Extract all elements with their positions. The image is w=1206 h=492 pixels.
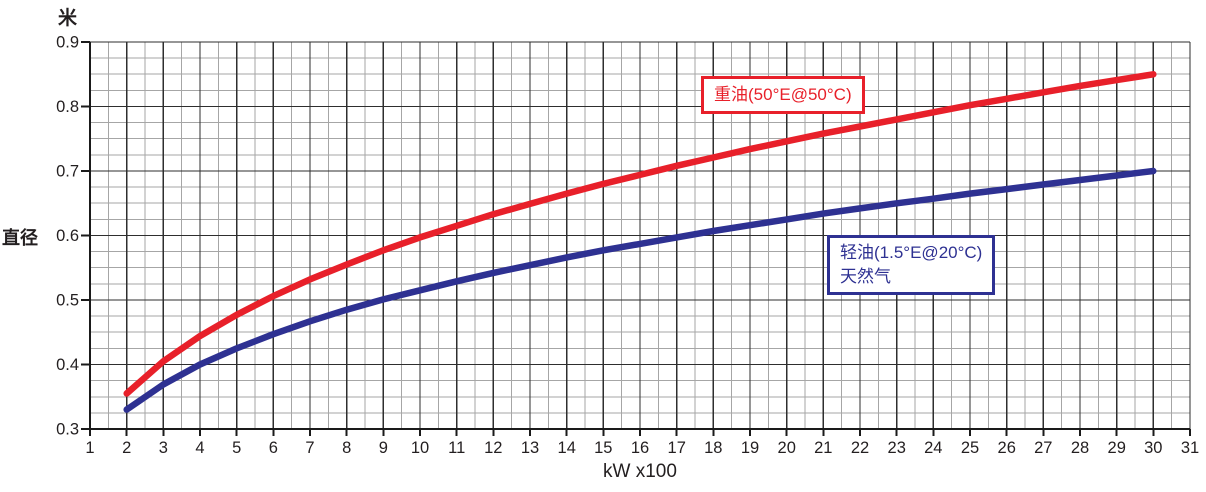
x-tick-label: 26 — [998, 439, 1016, 457]
x-tick-label: 30 — [1144, 439, 1162, 457]
axes-and-ticks — [81, 41, 1191, 436]
x-tick-label: 25 — [961, 439, 979, 457]
x-tick-label: 7 — [305, 439, 314, 457]
y-tick-label: 0.3 — [56, 421, 79, 439]
x-tick-label: 12 — [484, 439, 502, 457]
x-tick-label: 20 — [778, 439, 796, 457]
y-tick-label: 0.6 — [56, 227, 79, 245]
y-tick-labels: 0.3 0.4 0.5 0.6 0.7 0.8 0.9 — [56, 34, 79, 439]
light-oil-series-label-line2: 天然气 — [840, 267, 891, 286]
light-oil-series-label: 轻油(1.5°E@20°C) 天然气 — [827, 235, 996, 295]
x-tick-label: 3 — [159, 439, 168, 457]
x-tick-label: 10 — [411, 439, 429, 457]
x-tick-label: 13 — [521, 439, 539, 457]
heavy-oil-series-label: 重油(50°E@50°C) — [701, 76, 865, 114]
x-tick-label: 19 — [741, 439, 759, 457]
x-tick-label: 11 — [448, 439, 465, 457]
y-axis-title: 直径 — [2, 228, 38, 248]
x-tick-label: 28 — [1071, 439, 1089, 457]
x-tick-label: 8 — [342, 439, 351, 457]
x-tick-label: 15 — [594, 439, 612, 457]
heavy-oil-curve — [123, 71, 1157, 397]
x-tick-label: 2 — [122, 439, 131, 457]
x-tick-labels: 1 2 3 4 5 6 7 8 9 10 11 12 13 14 15 16 17 18 19 20 21 22 23 24 2… — [85, 439, 1199, 457]
x-tick-label: 21 — [814, 439, 832, 457]
y-axis-unit-label: 米 — [58, 8, 78, 29]
x-tick-label: 31 — [1181, 439, 1199, 457]
y-tick-label: 0.7 — [56, 163, 79, 181]
x-tick-label: 18 — [704, 439, 722, 457]
y-tick-label: 0.4 — [56, 356, 79, 374]
x-tick-label: 9 — [379, 439, 388, 457]
x-tick-label: 23 — [888, 439, 906, 457]
light-oil-series-label-line1: 轻油(1.5°E@20°C) — [840, 243, 983, 262]
x-tick-label: 14 — [558, 439, 576, 457]
x-tick-label: 4 — [195, 439, 204, 457]
x-axis-title: kW x100 — [603, 461, 677, 482]
heavy-oil-series-label-text: 重油(50°E@50°C) — [714, 85, 852, 104]
x-tick-label: 24 — [924, 439, 942, 457]
y-tick-label: 0.8 — [56, 98, 79, 116]
y-tick-label: 0.5 — [56, 292, 79, 310]
x-tick-label: 5 — [232, 439, 241, 457]
x-tick-label: 6 — [269, 439, 278, 457]
y-tick-label: 0.9 — [56, 34, 79, 52]
x-tick-label: 29 — [1108, 439, 1126, 457]
x-tick-label: 16 — [631, 439, 649, 457]
light-oil-curve — [123, 167, 1157, 413]
x-tick-label: 1 — [85, 439, 94, 457]
x-tick-label: 22 — [851, 439, 869, 457]
x-tick-label: 17 — [668, 439, 686, 457]
x-tick-label: 27 — [1034, 439, 1052, 457]
